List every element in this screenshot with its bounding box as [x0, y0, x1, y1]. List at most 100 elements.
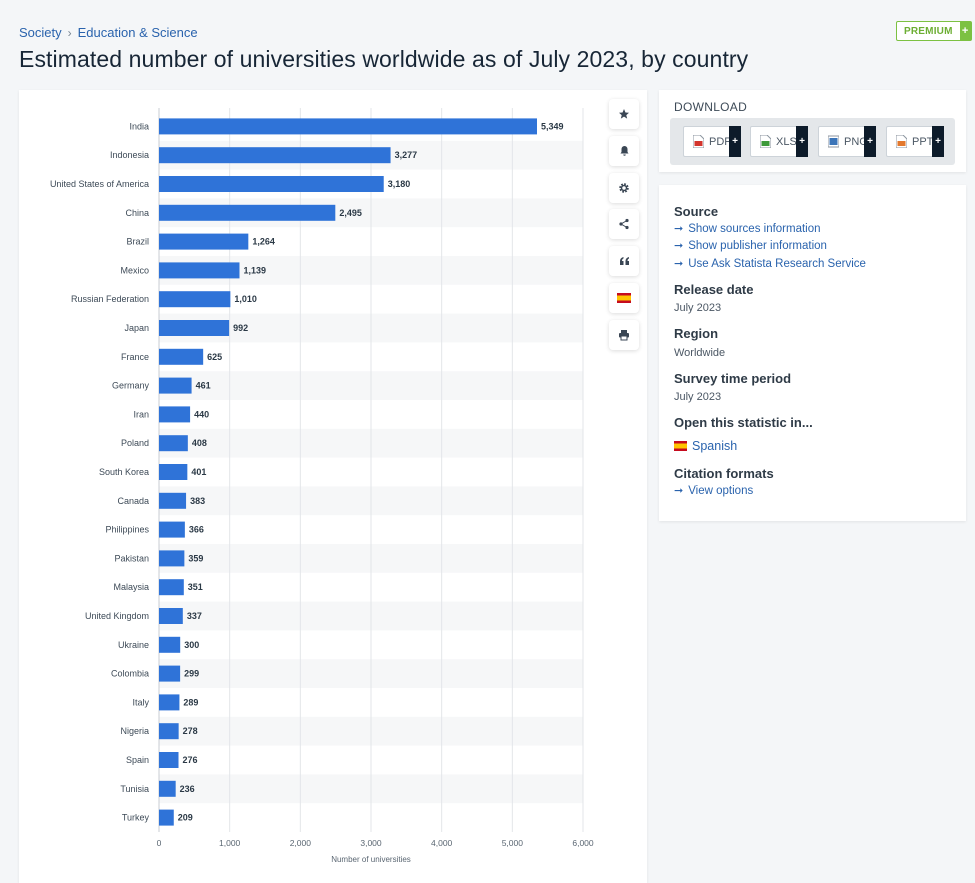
category-label: United States of America	[50, 179, 149, 189]
x-tick-label: 4,000	[431, 838, 453, 848]
category-label: Japan	[124, 323, 149, 333]
bar	[159, 291, 231, 308]
survey-period-heading: Survey time period	[674, 371, 792, 386]
download-pdf-plus: +	[729, 126, 741, 157]
statistic-info-card: Source ➞ Show sources information ➞ Show…	[659, 185, 966, 521]
x-tick-label: 1,000	[219, 838, 241, 848]
category-label: Russian Federation	[71, 294, 149, 304]
category-label: Italy	[132, 697, 149, 707]
bar	[159, 492, 187, 509]
bar	[159, 550, 185, 567]
category-label: Pakistan	[114, 553, 149, 563]
bar	[159, 262, 240, 279]
spain-flag	[617, 293, 631, 303]
bar	[159, 665, 181, 682]
category-label: Nigeria	[120, 726, 149, 736]
survey-period-value: July 2023	[674, 391, 722, 403]
value-label: 276	[183, 755, 198, 765]
ask-statista-link[interactable]: ➞ Use Ask Statista Research Service	[674, 257, 866, 271]
download-buttons: PDF + XLS + PNG + PPT +	[670, 118, 955, 165]
value-label: 300	[184, 640, 199, 650]
category-label: Indonesia	[110, 150, 149, 160]
bar	[159, 780, 176, 797]
category-label: Turkey	[122, 813, 150, 823]
premium-badge[interactable]: PREMIUM +	[896, 21, 972, 41]
category-label: Philippines	[105, 525, 149, 535]
category-label: Brazil	[126, 237, 149, 247]
download-png-label: PNG	[844, 135, 868, 148]
download-xls-plus: +	[796, 126, 808, 157]
bar	[159, 521, 185, 538]
value-label: 289	[183, 697, 198, 707]
gear-icon[interactable]	[609, 173, 639, 203]
category-label: Malaysia	[113, 582, 149, 592]
page-title: Estimated number of universities worldwi…	[19, 46, 749, 72]
arrow-right-icon: ➞	[674, 485, 684, 497]
show-sources-link[interactable]: ➞ Show sources information	[674, 222, 821, 236]
spain-flag-icon[interactable]	[609, 283, 639, 313]
x-tick-label: 5,000	[502, 838, 524, 848]
category-label: Tunisia	[120, 784, 149, 794]
star-icon[interactable]	[609, 99, 639, 129]
view-citation-options-link[interactable]: ➞ View options	[674, 484, 753, 498]
region-value: Worldwide	[674, 347, 726, 359]
ask-statista-label: Use Ask Statista Research Service	[688, 257, 866, 270]
bar	[159, 204, 336, 221]
xls-file-icon	[759, 134, 772, 149]
open-in-spanish-link[interactable]: Spanish	[674, 439, 737, 453]
source-heading: Source	[674, 204, 719, 219]
x-tick-label: 0	[157, 838, 162, 848]
show-publisher-label: Show publisher information	[688, 239, 827, 252]
category-label: France	[121, 352, 149, 362]
bar	[159, 348, 204, 365]
x-tick-label: 3,000	[360, 838, 382, 848]
premium-plus: +	[959, 22, 971, 40]
open-in-spanish-label: Spanish	[692, 439, 738, 453]
chart-card: India 5,349 Indonesia 3,277 United States of…	[19, 90, 647, 883]
value-label: 625	[207, 352, 222, 362]
bar	[159, 809, 174, 826]
x-tick-label: 2,000	[290, 838, 312, 848]
download-pdf-button[interactable]: PDF +	[683, 126, 741, 157]
bar	[159, 694, 180, 711]
arrow-right-icon: ➞	[674, 240, 684, 252]
premium-label: PREMIUM	[904, 25, 953, 37]
bar	[159, 176, 384, 192]
value-label: 337	[187, 611, 202, 621]
download-title: DOWNLOAD	[674, 100, 748, 114]
pdf-file-icon	[692, 134, 705, 149]
download-ppt-button[interactable]: PPT +	[886, 126, 944, 157]
download-ppt-label: PPT	[912, 135, 934, 148]
category-label: China	[125, 208, 149, 218]
bar	[159, 406, 191, 423]
value-label: 3,180	[388, 179, 411, 189]
bar	[159, 579, 184, 596]
value-label: 383	[190, 496, 205, 506]
bar	[159, 464, 188, 480]
breadcrumb-separator: ›	[67, 25, 72, 40]
breadcrumb-society[interactable]: Society	[19, 25, 62, 40]
category-label: Spain	[126, 755, 149, 765]
value-label: 299	[184, 669, 199, 679]
show-publisher-link[interactable]: ➞ Show publisher information	[674, 239, 827, 253]
category-label: Iran	[133, 409, 149, 419]
breadcrumb-education-science[interactable]: Education & Science	[77, 25, 198, 40]
bar	[159, 608, 183, 624]
print-icon[interactable]	[609, 320, 639, 350]
value-label: 1,139	[243, 265, 266, 275]
release-date-heading: Release date	[674, 282, 754, 297]
bar	[159, 723, 179, 740]
value-label: 209	[178, 813, 193, 823]
value-label: 278	[183, 726, 198, 736]
share-icon[interactable]	[609, 209, 639, 239]
download-xls-button[interactable]: XLS +	[750, 126, 808, 157]
bar	[159, 752, 179, 768]
arrow-right-icon: ➞	[674, 258, 684, 270]
citation-heading: Citation formats	[674, 466, 774, 481]
download-png-button[interactable]: PNG +	[818, 126, 876, 157]
breadcrumb: Society › Education & Science	[19, 25, 198, 40]
bell-icon[interactable]	[609, 136, 639, 166]
release-date-value: July 2023	[674, 302, 722, 314]
open-statistic-heading: Open this statistic in...	[674, 415, 813, 430]
quote-icon[interactable]	[609, 246, 639, 276]
